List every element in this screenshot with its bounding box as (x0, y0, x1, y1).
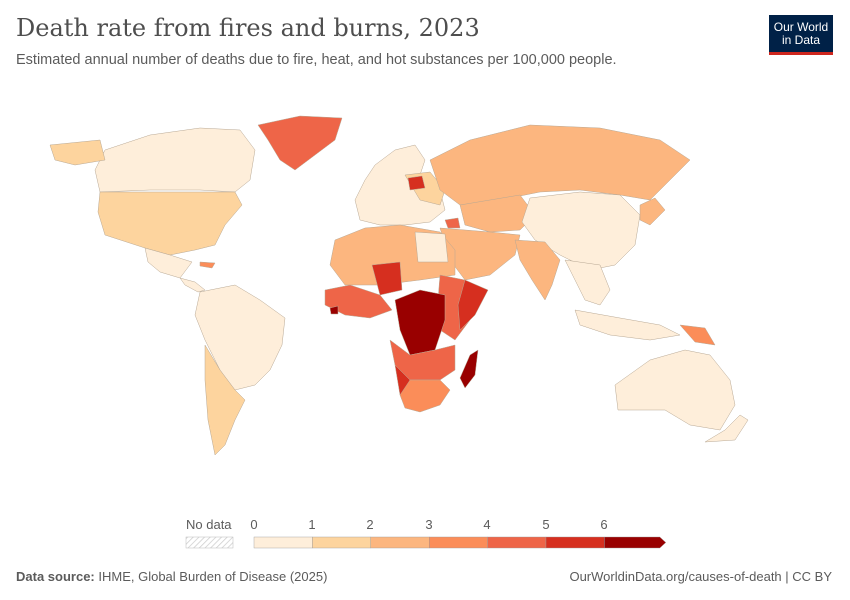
legend-bin-5-6[interactable] (545, 536, 605, 549)
legend-bin-2-3[interactable] (370, 536, 430, 549)
source-text[interactable]: IHME, Global Burden of Disease (2025) (98, 569, 328, 584)
region-indonesia[interactable] (574, 309, 681, 341)
region-southeast-asia[interactable] (564, 259, 611, 306)
legend-tick: 1 (308, 517, 315, 532)
region-usa[interactable] (97, 191, 243, 256)
legend-tick: 4 (483, 517, 490, 532)
region-australia[interactable] (614, 349, 736, 431)
source-label: Data source: (16, 569, 95, 584)
region-caucasus[interactable] (444, 217, 461, 229)
region-south-america-south[interactable] (204, 344, 246, 456)
region-canada[interactable] (94, 127, 256, 193)
chart-title: Death rate from fires and burns, 2023 (16, 14, 480, 42)
region-madagascar[interactable] (459, 349, 479, 389)
region-egypt[interactable] (414, 231, 449, 263)
region-alaska[interactable] (49, 139, 106, 166)
chart-subtitle: Estimated annual number of deaths due to… (16, 52, 617, 68)
region-southern-africa[interactable] (399, 379, 451, 413)
region-new-zealand[interactable] (704, 414, 749, 443)
footer-link[interactable]: OurWorldinData.org/causes-of-death | CC … (569, 569, 832, 584)
region-south-america-north[interactable] (194, 284, 286, 391)
legend-tick: 5 (542, 517, 549, 532)
legend-bin-1-2[interactable] (312, 536, 371, 549)
footer-source: Data source: IHME, Global Burden of Dise… (16, 569, 327, 584)
region-sahel[interactable] (371, 261, 403, 296)
region-japan-korea[interactable] (639, 197, 666, 226)
owid-logo[interactable]: Our World in Data (769, 15, 833, 55)
legend-tick: 6 (600, 517, 607, 532)
logo-line1: Our World (773, 19, 829, 34)
region-belarus[interactable] (407, 175, 426, 191)
region-somalia[interactable] (457, 279, 489, 331)
region-central-asia[interactable] (459, 194, 536, 233)
region-india[interactable] (514, 239, 561, 301)
logo-line2: in Data (781, 32, 821, 47)
legend-no-data-label: No data (186, 517, 232, 532)
region-sierra-leone[interactable] (329, 305, 339, 315)
legend-tick: 0 (250, 517, 257, 532)
region-russia[interactable] (429, 124, 691, 206)
legend-tick: 2 (366, 517, 373, 532)
legend-bin-3-4[interactable] (429, 536, 488, 549)
region-central-africa[interactable] (394, 289, 446, 356)
legend: No data 0 1 2 3 4 5 6 (185, 517, 667, 549)
region-west-africa[interactable] (324, 284, 393, 319)
region-china[interactable] (521, 191, 641, 271)
legend-no-data-swatch (185, 536, 234, 549)
legend-tick: 3 (425, 517, 432, 532)
legend-bin-4-5[interactable] (487, 536, 547, 549)
legend-bin-0-1[interactable] (253, 536, 313, 549)
region-greenland[interactable] (257, 115, 343, 171)
region-central-america[interactable] (179, 277, 206, 293)
legend-bin-6+[interactable] (604, 536, 667, 549)
region-caribbean[interactable] (199, 261, 216, 269)
region-papua-new-guinea[interactable] (679, 324, 716, 346)
